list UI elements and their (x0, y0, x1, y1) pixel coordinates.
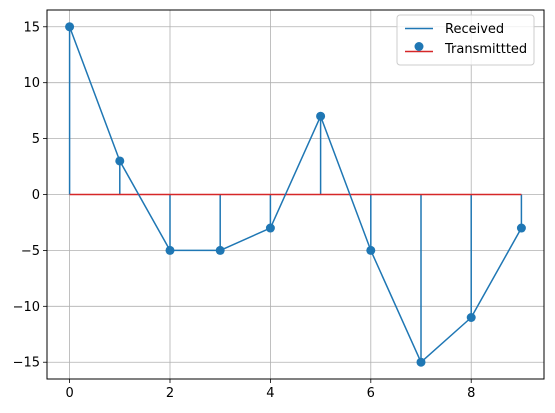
stem-lines (68, 26, 523, 363)
stem-marker (265, 223, 275, 233)
y-tick-label: 15 (23, 20, 40, 35)
y-tick-label: 0 (32, 188, 40, 203)
y-tick-label: −10 (13, 300, 40, 315)
axis-ticks: 0 2 4 6 8 −15 −10 −5 0 5 10 15 (13, 20, 476, 401)
y-tick-label: −5 (21, 244, 40, 259)
stem-marker (115, 156, 125, 166)
legend-label-received: Received (445, 22, 504, 37)
stem-markers (65, 22, 526, 367)
legend-box (396, 14, 535, 66)
x-tick-label: 6 (367, 386, 375, 401)
stem-marker (466, 313, 476, 322)
stem-marker (516, 223, 526, 233)
x-tick-label: 2 (166, 386, 174, 401)
legend: Received Transmittted (396, 14, 535, 66)
received-polyline (68, 26, 523, 363)
x-tick-label: 4 (266, 386, 274, 401)
y-tick-label: −15 (13, 356, 40, 371)
stem-marker (316, 111, 326, 121)
stem-marker (416, 357, 426, 367)
x-tick-label: 8 (467, 386, 475, 401)
stem-marker (165, 245, 175, 255)
legend-label-transmitted: Transmittted (444, 42, 527, 57)
legend-transmitted-marker (414, 42, 424, 51)
y-tick-label: 5 (32, 132, 40, 147)
y-tick-label: 10 (23, 76, 40, 91)
stem-marker (366, 245, 376, 255)
stem-marker (215, 245, 225, 255)
x-tick-label: 0 (65, 386, 73, 401)
received-line (68, 26, 523, 363)
stem-marker (65, 22, 75, 32)
